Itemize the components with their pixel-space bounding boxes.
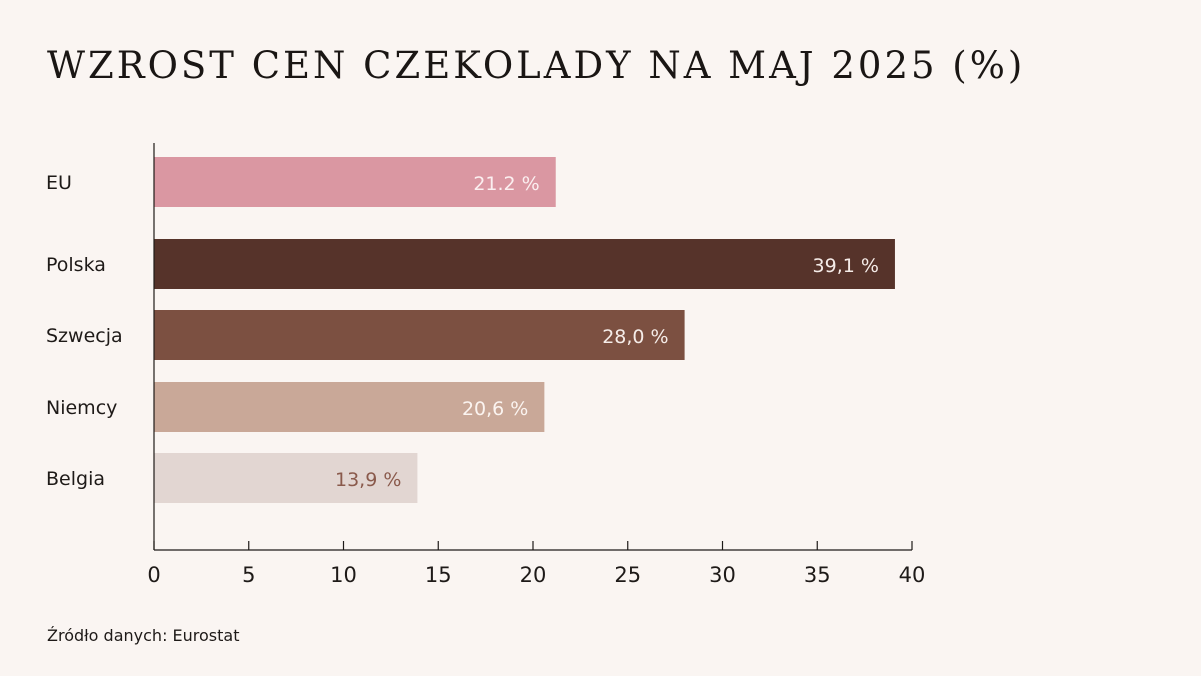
x-tick-label: 10 xyxy=(330,563,357,587)
x-tick-label: 15 xyxy=(425,563,452,587)
bar-belgia xyxy=(154,453,418,503)
x-tick-label: 25 xyxy=(614,563,641,587)
data-label: 20,6 % xyxy=(462,398,528,420)
x-tick-label: 35 xyxy=(804,563,831,587)
x-tick-label: 5 xyxy=(242,563,255,587)
data-label: 39,1 % xyxy=(813,255,879,277)
bar-szwecja xyxy=(154,310,685,360)
x-tick-label: 20 xyxy=(520,563,547,587)
source-note: Źródło danych: Eurostat xyxy=(47,626,240,645)
category-label: EU xyxy=(46,172,72,194)
bar-eu xyxy=(154,157,556,207)
category-label: Polska xyxy=(46,254,106,276)
data-label: 21.2 % xyxy=(473,173,539,195)
category-label: Belgia xyxy=(46,468,105,490)
x-tick-label: 0 xyxy=(147,563,160,587)
category-label: Szwecja xyxy=(46,325,123,347)
bar-polska xyxy=(154,239,895,289)
data-label: 28,0 % xyxy=(602,326,668,348)
chart-title: WZROST CEN CZEKOLADY NA MAJ 2025 (%) xyxy=(47,44,1026,87)
x-tick-label: 30 xyxy=(709,563,736,587)
data-label: 13,9 % xyxy=(335,469,401,491)
x-tick-label: 40 xyxy=(899,563,926,587)
bar-niemcy xyxy=(154,382,545,432)
category-label: Niemcy xyxy=(46,397,117,419)
